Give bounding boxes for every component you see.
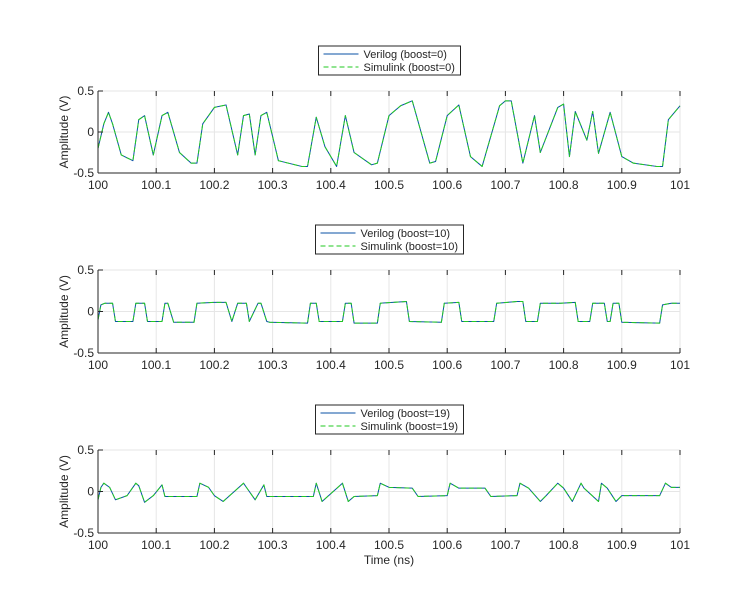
y-tick-label: -0.5 [73,346,94,360]
legend-label: Verilog (boost=0) [364,49,447,61]
y-tick-label: -0.5 [73,526,94,540]
series-line-simulink [97,482,680,503]
x-tick-label: 101 [670,358,690,372]
x-tick-label: 100.2 [199,538,229,552]
y-axis-label: Amplitude (V) [57,96,71,169]
legend-label: Simulink (boost=19) [361,421,459,433]
x-tick-label: 100.7 [490,178,520,192]
legend: Verilog (boost=10)Simulink (boost=10) [315,224,464,255]
y-tick-label: 0 [87,125,94,139]
y-tick-label: -0.5 [73,166,94,180]
y-tick-label: 0.5 [77,84,94,98]
y-tick-label: 0 [87,305,94,319]
x-tick-label: 100.4 [316,358,346,372]
x-tick-label: 100.1 [141,538,171,552]
legend-label: Simulink (boost=0) [364,62,455,74]
x-tick-label: 100.8 [549,358,579,372]
series-line-simulink [97,301,680,324]
x-tick-label: 100.2 [199,358,229,372]
x-tick-label: 100.1 [141,358,171,372]
x-tick-label: 100.6 [432,178,462,192]
x-tick-label: 100.5 [374,178,404,192]
chart-panel-1: 100 100.1 100.2 100.3 100.4 100.5 100.6 100.7 10… [57,45,690,192]
legend-label: Verilog (boost=10) [361,228,451,240]
x-tick-label: 100.1 [141,178,171,192]
chart-panel-3: 100 100.1 100.2 100.3 100.4 100.5 100.6 100.7 10… [57,404,690,567]
series-line-simulink [97,100,681,167]
x-tick-label: 100.2 [199,178,229,192]
x-tick-label: 100.8 [549,178,579,192]
x-tick-label: 101 [670,178,690,192]
y-tick-label: 0.5 [77,263,94,277]
x-tick-label: 100 [88,178,108,192]
x-tick-label: 100.9 [607,358,637,372]
y-tick-label: 0 [87,485,94,499]
x-tick-label: 100 [88,358,108,372]
x-tick-label: 100.3 [258,538,288,552]
x-tick-label: 100.5 [374,538,404,552]
x-tick-label: 100.3 [258,178,288,192]
x-tick-label: 100.4 [316,178,346,192]
legend-box [318,45,461,76]
x-tick-label: 100.7 [490,358,520,372]
x-tick-label: 100.6 [432,358,462,372]
x-tick-label: 100.9 [607,538,637,552]
legend-box [315,224,464,255]
x-tick-label: 100.7 [490,538,520,552]
y-tick-label: 0.5 [77,443,94,457]
y-axis-label: Amplitude (V) [57,455,71,528]
x-tick-label: 100.9 [607,178,637,192]
x-tick-label: 100.5 [374,358,404,372]
x-tick-label: 101 [670,538,690,552]
legend-label: Verilog (boost=19) [361,408,451,420]
legend-label: Simulink (boost=10) [361,241,459,253]
x-tick-label: 100.6 [432,538,462,552]
x-tick-label: 100.8 [549,538,579,552]
x-tick-label: 100.4 [316,538,346,552]
chart-panel-2: 100 100.1 100.2 100.3 100.4 100.5 100.6 100.7 10… [57,224,690,372]
y-axis-label: Amplitude (V) [57,275,71,348]
x-tick-label: 100.3 [258,358,288,372]
x-tick-label: 100 [88,538,108,552]
legend: Verilog (boost=0)Simulink (boost=0) [318,45,461,76]
legend: Verilog (boost=19)Simulink (boost=19) [315,404,464,435]
x-axis-label: Time (ns) [364,553,414,567]
legend-box [315,404,464,435]
